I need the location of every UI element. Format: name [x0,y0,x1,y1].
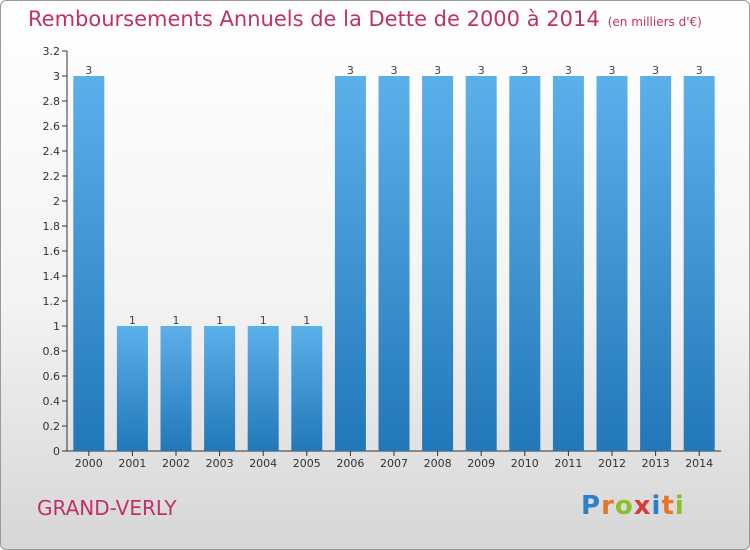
logo-letter: r [601,491,615,521]
bar [465,76,497,451]
x-tick-label: 2014 [685,457,713,470]
bar [160,326,192,451]
y-tick-label: 0.4 [43,395,61,408]
data-label: 1 [216,314,223,327]
bar [73,76,105,451]
y-tick-label: 2.8 [43,95,61,108]
data-label: 3 [521,64,528,77]
y-tick-label: 2 [53,195,60,208]
bar [640,76,672,451]
x-tick-label: 2003 [206,457,234,470]
x-tick-label: 2006 [336,457,364,470]
x-tick-label: 2000 [75,457,103,470]
y-tick-label: 3 [53,70,60,83]
logo-letter: t [661,491,675,521]
chart-title: Remboursements Annuels de la Dette de 20… [28,7,600,31]
bar [291,326,323,451]
bar [116,326,148,451]
bar [552,76,584,451]
bar [204,326,236,451]
data-label: 1 [303,314,310,327]
data-label: 3 [609,64,616,77]
bar [509,76,541,451]
y-tick-label: 1.8 [43,220,61,233]
data-label: 3 [696,64,703,77]
proxiti-logo: Proxiti [581,491,685,521]
data-label: 3 [478,64,485,77]
x-tick-label: 2007 [380,457,408,470]
x-tick-label: 2012 [598,457,626,470]
x-tick-label: 2011 [554,457,582,470]
x-tick-label: 2004 [249,457,277,470]
y-tick-label: 0.2 [43,420,61,433]
logo-letter: P [581,491,602,521]
y-tick-label: 0 [53,445,60,458]
chart-title-block: Remboursements Annuels de la Dette de 20… [28,7,702,31]
y-tick-label: 2.4 [43,145,61,158]
y-tick-label: 1.2 [43,295,61,308]
y-tick-label: 1 [53,320,60,333]
x-tick-label: 2001 [118,457,146,470]
y-tick-label: 2.6 [43,120,61,133]
y-tick-label: 1.6 [43,245,61,258]
logo-letter: x [633,491,652,521]
x-tick-label: 2008 [424,457,452,470]
data-label: 3 [391,64,398,77]
bar [378,76,410,451]
y-tick-label: 0.8 [43,345,61,358]
data-label: 1 [129,314,136,327]
bar [247,326,279,451]
y-tick-label: 0.6 [43,370,61,383]
x-tick-label: 2010 [511,457,539,470]
chart-unit: (en milliers d'€) [607,15,702,29]
data-label: 3 [565,64,572,77]
data-label: 3 [652,64,659,77]
commune-name: GRAND-VERLY [37,496,177,520]
logo-letter: i [674,491,685,521]
data-label: 3 [85,64,92,77]
x-tick-label: 2013 [642,457,670,470]
x-tick-label: 2002 [162,457,190,470]
logo-letter: i [651,491,662,521]
x-tick-label: 2009 [467,457,495,470]
logo-letter: o [614,491,634,521]
data-label: 1 [260,314,267,327]
y-tick-label: 3.2 [43,45,61,58]
data-label: 3 [347,64,354,77]
data-label: 3 [434,64,441,77]
bar [596,76,628,451]
bar [334,76,366,451]
x-tick-label: 2005 [293,457,321,470]
y-tick-label: 1.4 [43,270,61,283]
bar [683,76,715,451]
y-tick-label: 2.2 [43,170,61,183]
data-label: 1 [173,314,180,327]
bar [422,76,454,451]
